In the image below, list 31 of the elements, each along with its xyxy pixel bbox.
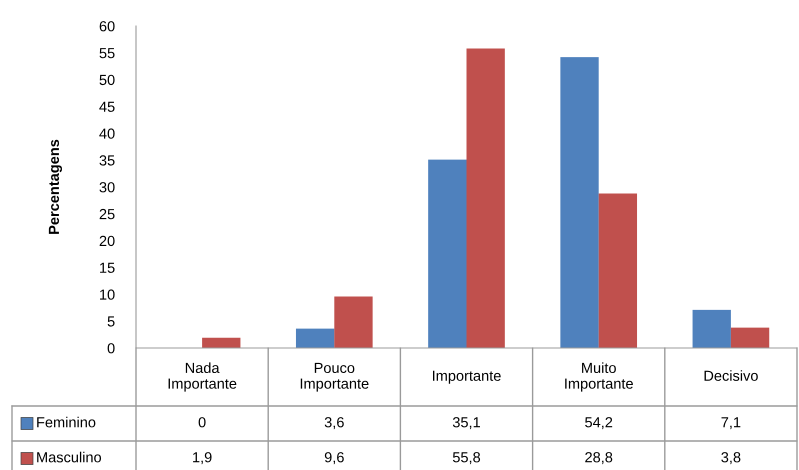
y-tick-label: 40 <box>99 128 115 139</box>
x-tick-label: Muito Importante <box>565 362 633 392</box>
x-tick-label: Nada Importante <box>168 362 236 392</box>
data-label: 9,6 <box>324 452 344 464</box>
data-label: 3,6 <box>324 417 344 430</box>
y-tick-label: 15 <box>100 262 115 273</box>
x-tick-label: Pouco Importante <box>300 362 369 392</box>
y-tick-label: 0 <box>108 343 115 354</box>
y-tick-label: 60 <box>100 21 115 32</box>
y-tick-label: 30 <box>100 182 115 192</box>
data-label: 3,8 <box>721 452 740 464</box>
data-label: 35,1 <box>452 417 480 430</box>
x-tick-label: Decisivo <box>704 370 758 381</box>
y-tick-label: 25 <box>100 208 115 220</box>
legend-label: Masculino <box>37 452 102 462</box>
data-label: 55,8 <box>452 452 480 464</box>
legend-label: Feminino <box>37 416 96 428</box>
y-tick-label: 45 <box>99 102 115 112</box>
data-label: 7,1 <box>722 417 740 430</box>
data-label: 54,2 <box>585 417 612 430</box>
y-tick-label: 5 <box>108 316 115 327</box>
y-tick-label: 35 <box>100 155 115 166</box>
data-label: 0 <box>198 417 206 428</box>
data-label: 1,9 <box>193 452 212 464</box>
y-tick-label: 10 <box>100 289 115 300</box>
y-tick-label: 55 <box>100 48 115 58</box>
data-label: 28,8 <box>585 452 612 464</box>
y-tick-label: 20 <box>100 236 115 246</box>
y-axis-title: Percentagens <box>48 140 62 234</box>
y-tick-label: 50 <box>100 74 115 86</box>
x-tick-label: Importante <box>432 370 501 384</box>
